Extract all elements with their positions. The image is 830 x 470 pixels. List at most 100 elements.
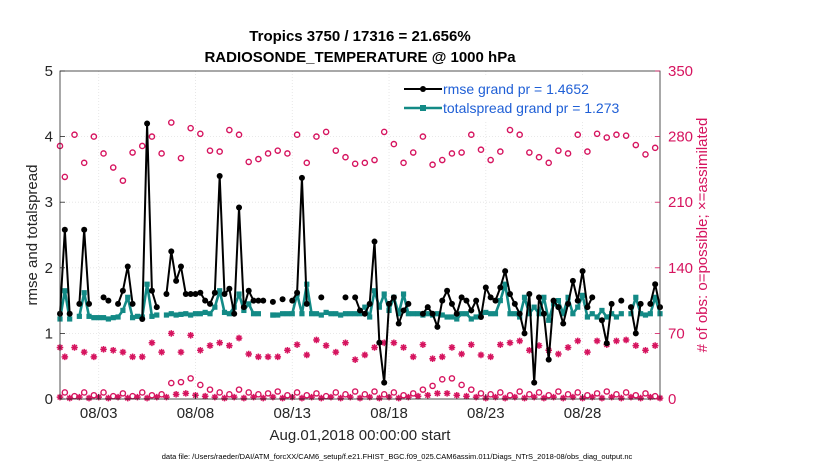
assimilated-obs-marker bbox=[463, 392, 470, 400]
possible-obs-marker bbox=[574, 389, 582, 396]
totalspread-point bbox=[149, 313, 155, 319]
assimilated-obs-marker bbox=[608, 393, 615, 401]
legend-rmse-label: rmse grand pr = 1.4652 bbox=[443, 81, 589, 97]
assimilated-obs-marker bbox=[380, 339, 388, 347]
possible-obs-marker bbox=[100, 150, 107, 157]
rmse-point bbox=[652, 281, 659, 288]
rmse-point bbox=[511, 300, 518, 307]
assimilated-obs-marker bbox=[627, 393, 635, 401]
possible-obs-marker bbox=[206, 147, 214, 154]
y-tick-label-right: 350 bbox=[668, 63, 693, 80]
rmse-point bbox=[163, 291, 170, 298]
possible-obs-marker bbox=[177, 378, 185, 386]
possible-obs-marker bbox=[380, 391, 388, 398]
assimilated-obs-marker bbox=[342, 339, 349, 347]
rmse-point bbox=[526, 291, 533, 298]
rmse-point bbox=[497, 284, 504, 291]
totalspread-point bbox=[207, 311, 213, 317]
assimilated-obs-marker bbox=[197, 346, 204, 354]
rmse-point bbox=[250, 297, 257, 304]
possible-obs-marker bbox=[293, 131, 301, 139]
totalspread-point bbox=[246, 301, 252, 307]
assimilated-obs-marker bbox=[259, 394, 267, 402]
possible-obs-marker bbox=[642, 390, 649, 397]
rmse-point bbox=[632, 330, 639, 337]
possible-obs-marker bbox=[584, 148, 591, 155]
possible-obs-marker bbox=[467, 386, 475, 393]
totalspread-point bbox=[618, 311, 624, 317]
assimilated-obs-marker bbox=[569, 393, 577, 401]
possible-obs-marker bbox=[448, 375, 456, 382]
rmse-point bbox=[139, 315, 146, 322]
possible-obs-marker bbox=[235, 131, 243, 139]
assimilated-obs-marker bbox=[371, 344, 378, 351]
y-axis-label-right: # of obs: o=possible; ×=assimilated bbox=[694, 118, 711, 353]
possible-obs-marker bbox=[206, 386, 214, 393]
totalspread-point bbox=[144, 281, 150, 287]
totalspread-point bbox=[570, 311, 576, 317]
assimilated-obs-marker bbox=[632, 342, 640, 349]
possible-obs-marker bbox=[409, 390, 417, 397]
rmse-point bbox=[565, 300, 572, 307]
possible-obs-marker bbox=[332, 147, 340, 154]
totalspread-point bbox=[541, 294, 547, 300]
assimilated-obs-marker bbox=[327, 393, 335, 401]
assimilated-obs-marker bbox=[109, 346, 117, 354]
possible-obs-marker bbox=[342, 153, 349, 161]
totalspread-point bbox=[192, 311, 199, 317]
rmse-point bbox=[405, 300, 412, 307]
rmse-line-segment bbox=[141, 122, 158, 319]
possible-obs-marker bbox=[622, 389, 630, 396]
possible-obs-marker bbox=[342, 391, 349, 398]
possible-obs-marker bbox=[274, 147, 282, 154]
totalspread-point bbox=[120, 307, 126, 314]
rmse-point bbox=[603, 340, 610, 347]
possible-obs-marker bbox=[477, 146, 485, 154]
totalspread-point bbox=[589, 311, 595, 317]
possible-obs-marker bbox=[622, 132, 630, 139]
rmse-point bbox=[574, 297, 581, 304]
footer-data-file: data file: /Users/raeder/DAI/ATM_forcXX/… bbox=[162, 452, 633, 461]
possible-obs-marker bbox=[477, 390, 485, 397]
possible-obs-marker bbox=[613, 391, 620, 398]
y-tick-label-left: 1 bbox=[45, 325, 53, 342]
rmse-point bbox=[279, 296, 286, 303]
rmse-point bbox=[487, 294, 494, 301]
observation-count-markers bbox=[56, 119, 664, 402]
rmse-point bbox=[439, 297, 446, 304]
totalspread-point bbox=[333, 311, 339, 317]
possible-obs-marker bbox=[255, 155, 262, 163]
rmse-point bbox=[192, 291, 199, 298]
assimilated-obs-marker bbox=[226, 342, 233, 349]
possible-obs-marker bbox=[322, 128, 330, 136]
possible-obs-marker bbox=[487, 391, 494, 398]
assimilated-obs-marker bbox=[559, 394, 567, 402]
assimilated-obs-marker bbox=[138, 353, 146, 361]
rmse-point bbox=[386, 300, 393, 307]
totalspread-point bbox=[367, 314, 373, 320]
possible-obs-marker bbox=[516, 131, 523, 139]
rmse-point bbox=[144, 120, 151, 127]
assimilated-obs-marker bbox=[622, 336, 630, 344]
totalspread-series bbox=[57, 281, 663, 323]
assimilated-obs-marker bbox=[366, 393, 373, 401]
assimilated-obs-marker bbox=[182, 390, 190, 397]
y-tick-label-right: 210 bbox=[668, 194, 693, 211]
totalspread-point bbox=[299, 311, 305, 317]
assimilated-obs-marker bbox=[535, 342, 543, 349]
totalspread-point bbox=[642, 312, 649, 318]
totalspread-point bbox=[526, 311, 532, 317]
y-tick-label-right: 0 bbox=[668, 391, 676, 408]
assimilated-obs-marker bbox=[555, 350, 562, 358]
rmse-point bbox=[226, 285, 233, 292]
rmse-point bbox=[119, 287, 126, 294]
totalspread-point bbox=[100, 315, 107, 321]
x-axis-label: Aug.01,2018 00:00:00 start bbox=[270, 427, 452, 444]
totalspread-point bbox=[604, 314, 610, 320]
rmse-point bbox=[303, 300, 310, 307]
rmse-point bbox=[361, 310, 368, 317]
assimilated-obs-marker bbox=[269, 393, 277, 401]
rmse-point bbox=[458, 294, 465, 301]
assimilated-obs-marker bbox=[206, 342, 214, 349]
